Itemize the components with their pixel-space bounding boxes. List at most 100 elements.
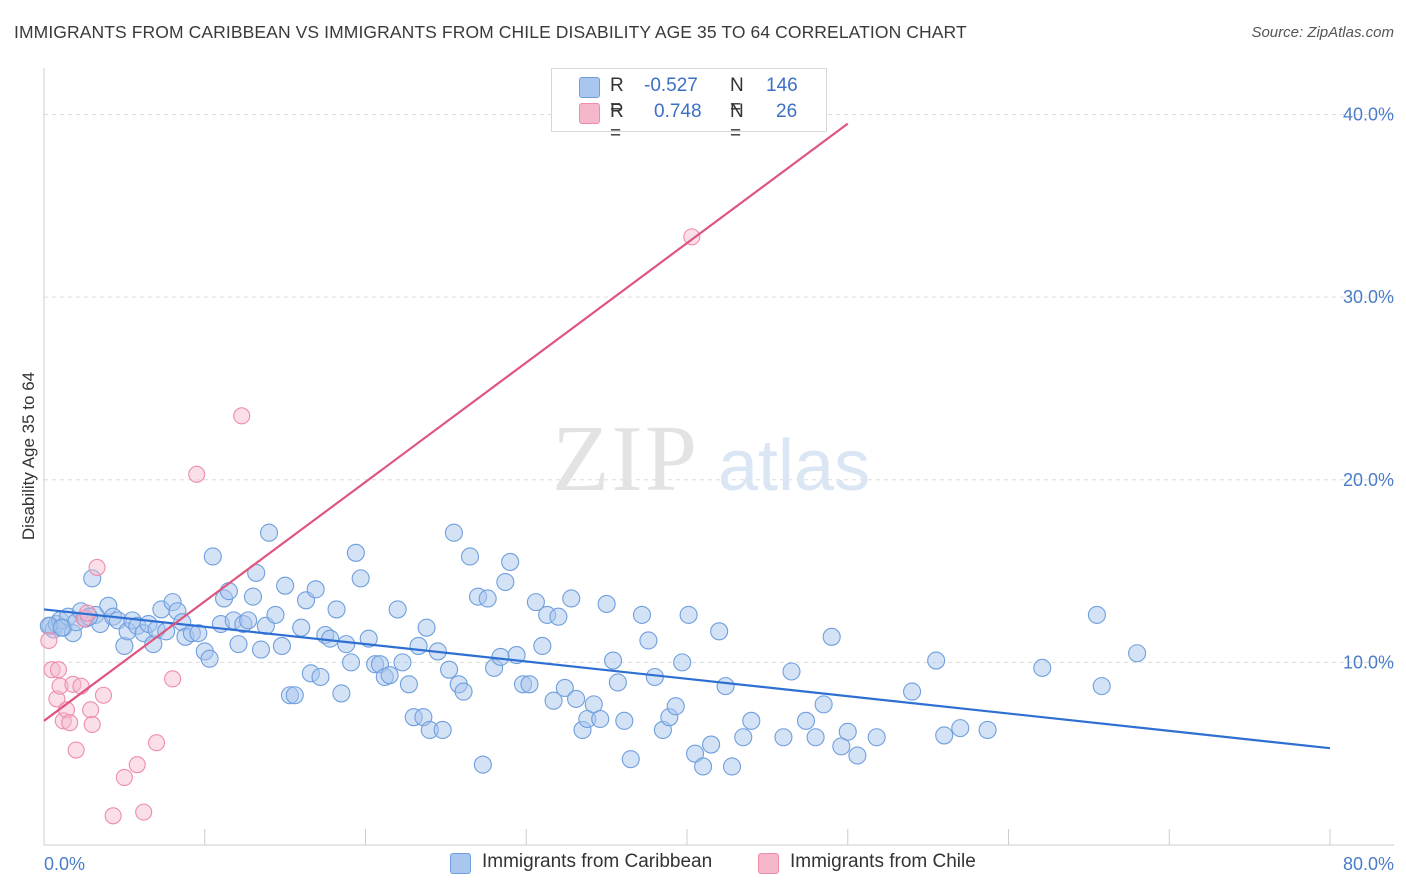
trend-lines <box>43 122 1331 750</box>
legend-label-caribbean: Immigrants from Caribbean <box>482 851 713 872</box>
point-caribbean <box>203 547 222 566</box>
point-caribbean <box>679 605 698 624</box>
point-caribbean <box>83 569 102 588</box>
point-caribbean <box>52 618 71 637</box>
y-tick-label: 40.0% <box>1343 105 1394 125</box>
point-caribbean <box>496 572 515 592</box>
point-caribbean <box>306 580 325 599</box>
point-chile <box>128 756 146 774</box>
point-caribbean <box>351 569 370 588</box>
point-caribbean <box>544 691 563 710</box>
point-chile <box>164 670 182 688</box>
point-chile <box>135 803 153 821</box>
chart-title: IMMIGRANTS FROM CARIBBEAN VS IMMIGRANTS … <box>14 22 967 42</box>
point-chile <box>54 712 72 730</box>
trend-line-caribbean <box>43 608 1331 750</box>
chile-swatch <box>579 103 600 124</box>
point-caribbean <box>444 523 463 542</box>
caribbean-swatch <box>579 77 600 98</box>
point-caribbean <box>632 605 652 624</box>
series-caribbean <box>39 523 1147 776</box>
y-tick-label: 10.0% <box>1343 652 1394 672</box>
x-tick-label: 0.0% <box>44 854 85 874</box>
point-caribbean <box>346 543 365 562</box>
point-caribbean <box>501 552 520 571</box>
point-caribbean <box>814 695 833 714</box>
point-caribbean <box>292 618 311 637</box>
point-chile <box>188 465 206 483</box>
point-caribbean <box>822 627 841 646</box>
point-caribbean <box>380 666 399 685</box>
point-caribbean <box>259 523 279 542</box>
legend-r-value: 0.748 <box>654 101 702 122</box>
point-caribbean <box>562 589 581 608</box>
point-caribbean <box>694 757 713 776</box>
point-caribbean <box>409 636 428 655</box>
legend-n-value: 26 <box>776 101 798 122</box>
point-caribbean <box>591 709 610 729</box>
point-caribbean <box>555 678 574 697</box>
point-caribbean <box>189 624 208 643</box>
point-chile <box>82 701 100 719</box>
point-caribbean <box>742 711 761 730</box>
point-caribbean <box>604 651 623 670</box>
point-caribbean <box>1033 658 1052 677</box>
point-caribbean <box>567 689 586 708</box>
point-caribbean <box>722 757 742 776</box>
point-caribbean <box>935 726 954 745</box>
point-chile <box>72 677 90 695</box>
point-caribbean <box>272 636 291 655</box>
point-caribbean <box>734 728 753 747</box>
point-caribbean <box>533 636 552 655</box>
legend-r-label: R = <box>610 75 624 118</box>
point-caribbean <box>311 667 330 687</box>
point-caribbean <box>608 673 627 692</box>
point-caribbean <box>460 547 480 566</box>
chile-swatch <box>758 853 779 874</box>
point-caribbean <box>615 711 634 730</box>
point-caribbean <box>433 720 452 740</box>
point-chile <box>683 228 701 246</box>
point-caribbean <box>716 677 735 696</box>
point-caribbean <box>978 720 997 740</box>
y-tick-label: 20.0% <box>1343 470 1394 490</box>
point-chile <box>83 715 101 734</box>
point-chile <box>48 690 66 708</box>
point-caribbean <box>200 649 219 668</box>
point-caribbean <box>266 605 285 624</box>
point-caribbean <box>782 662 801 681</box>
point-caribbean <box>417 618 436 637</box>
point-caribbean <box>251 640 271 659</box>
point-caribbean <box>1128 644 1147 663</box>
point-caribbean <box>239 611 258 630</box>
legend-n-label: N = <box>730 101 744 144</box>
point-caribbean <box>549 607 568 626</box>
x-tick-labels: 0.0% 80.0% <box>44 854 1394 874</box>
point-caribbean <box>673 653 692 672</box>
point-caribbean <box>848 746 867 765</box>
point-caribbean <box>526 593 545 612</box>
watermark-zip: ZIP <box>552 407 699 511</box>
point-chile <box>147 734 166 752</box>
series-chile <box>40 228 701 825</box>
point-caribbean <box>440 660 459 679</box>
legend-label-chile: Immigrants from Chile <box>790 851 976 872</box>
point-caribbean <box>639 631 658 650</box>
point-caribbean <box>1092 677 1111 696</box>
point-caribbean <box>337 635 356 654</box>
point-chile <box>67 741 85 759</box>
point-caribbean <box>1087 605 1106 624</box>
point-caribbean <box>388 600 407 619</box>
point-caribbean <box>332 684 351 703</box>
point-chile <box>94 686 113 704</box>
point-chile <box>61 714 79 732</box>
point-caribbean <box>285 686 304 705</box>
point-caribbean <box>806 728 825 747</box>
point-chile <box>49 661 68 679</box>
point-caribbean <box>927 651 946 670</box>
grid-lines <box>44 114 1394 663</box>
legend-r-value: -0.527 <box>644 75 698 96</box>
point-caribbean <box>393 653 412 672</box>
point-caribbean <box>473 755 492 774</box>
